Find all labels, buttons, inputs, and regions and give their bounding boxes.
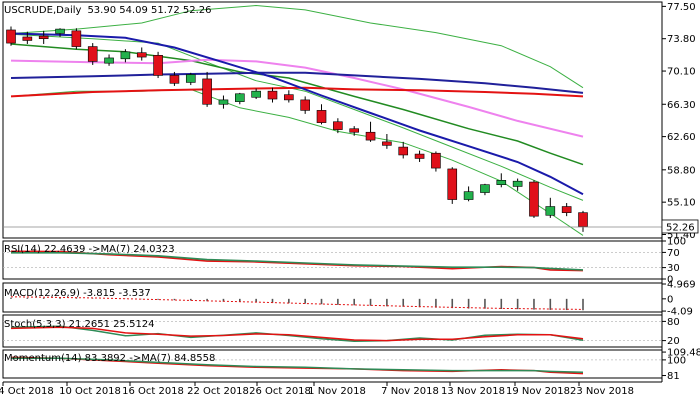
candle-up	[120, 51, 131, 60]
candle-down	[561, 206, 572, 213]
price-axis-tick-label: 77.50	[667, 2, 696, 13]
candle-up	[185, 74, 196, 83]
candle-down	[382, 141, 392, 146]
candle-up	[55, 28, 65, 34]
rsi-axis-tick-label: 0	[667, 275, 673, 286]
stoch-line-0	[10, 325, 584, 342]
price-overlay-line-3	[10, 43, 584, 166]
price-axis-tick-label: 73.80	[667, 34, 696, 45]
momentum-line-1	[11, 357, 584, 374]
candle-up	[496, 180, 507, 185]
candle-down	[365, 131, 376, 141]
stoch-axis-tick-label: 20	[667, 336, 680, 347]
candle-up	[104, 57, 114, 64]
candle-up	[218, 99, 229, 105]
candle-up	[545, 206, 556, 216]
x-axis-label: 26 Oct 2018	[249, 386, 311, 397]
candle-up	[463, 191, 474, 200]
momentum-title: Momentum(14) 83.3892 ->MA(7) 84.8558	[4, 353, 215, 364]
candle-down	[333, 121, 343, 130]
candle-down	[284, 94, 294, 101]
candle-down	[38, 35, 49, 40]
last-price-box	[661, 219, 699, 234]
candle-down	[447, 168, 458, 200]
rsi-axis-tick-label: 70	[667, 248, 680, 259]
candle-up	[512, 180, 523, 187]
x-axis-label: 13 Nov 2018	[441, 386, 505, 397]
price-axis-tick-label: 62.60	[667, 132, 696, 143]
price-title: USCRUDE,Daily 53.90 54.09 51.72 52.26	[4, 5, 212, 16]
candle-down	[349, 128, 360, 133]
x-axis-label: 7 Nov 2018	[381, 386, 439, 397]
ohlc-header: 53.90 54.09 51.72 52.26	[87, 5, 211, 16]
candle-down	[267, 90, 278, 100]
x-axis-label: 22 Oct 2018	[187, 386, 249, 397]
candle-down	[22, 36, 33, 41]
candle-down	[6, 29, 16, 44]
candle-down	[316, 110, 327, 123]
macd-axis-tick-label: 4.969	[667, 279, 696, 290]
candle-down	[398, 146, 409, 156]
x-axis-label: 16 Oct 2018	[122, 386, 184, 397]
price-axis-tick-label: 55.10	[667, 198, 696, 209]
macd-axis-tick-label: 0	[667, 294, 673, 305]
symbol-label: USCRUDE	[4, 5, 53, 16]
price-overlay-line-6	[10, 71, 584, 94]
price-overlay-line-4	[10, 58, 584, 138]
price-axis-tick-label: 70.10	[667, 67, 696, 78]
x-axis-label: 23 Nov 2018	[570, 386, 634, 397]
stoch-line-1	[10, 326, 584, 342]
price-overlay-line-5	[10, 86, 584, 98]
price-axis-tick-label: 66.30	[667, 100, 696, 111]
x-axis-label: 19 Nov 2018	[506, 386, 570, 397]
price-axis-tick-label: 58.80	[667, 165, 696, 176]
candle-down	[202, 78, 212, 105]
candle-up	[251, 90, 261, 98]
x-axis-label: 1 Nov 2018	[308, 386, 366, 397]
momentum-axis-tick-label: 109.4868	[667, 348, 700, 359]
timeframe-value: Daily	[56, 5, 81, 16]
candle-down	[153, 55, 163, 76]
macd-axis-tick-label: -4.09	[667, 307, 693, 318]
candle-up	[235, 93, 245, 102]
candle-down	[529, 181, 539, 217]
timeframe-label: ,	[53, 5, 56, 16]
rsi-axis-tick-label: 30	[667, 263, 680, 274]
candle-down	[87, 46, 98, 62]
price-overlay-line-1	[10, 88, 584, 236]
rsi-title: RSI(14) 22.4639 ->MA(7) 24.0323	[4, 244, 175, 255]
momentum-axis-tick-label: 100	[667, 355, 686, 366]
candle-down	[578, 212, 588, 227]
rsi-line-1	[11, 252, 584, 271]
stoch-axis-tick-label: 80	[667, 317, 680, 328]
stoch-title: Stoch(5,3,3) 21.2651 25.5124	[4, 319, 155, 330]
macd-signal-line	[10, 296, 584, 310]
candle-down	[169, 75, 180, 84]
candle-down	[71, 30, 82, 47]
candle-up	[480, 184, 490, 193]
candle-down	[431, 152, 441, 169]
macd-title: MACD(12,26,9) -3.815 -3.537	[4, 288, 151, 299]
rsi-axis-tick-label: 100	[667, 237, 686, 248]
x-axis-label: 4 Oct 2018	[0, 386, 54, 397]
x-axis-label: 10 Oct 2018	[59, 386, 121, 397]
price-overlay-line-7	[10, 32, 584, 196]
price-overlay-line-0	[10, 4, 584, 89]
momentum-axis-tick-label: 81	[667, 371, 680, 382]
candle-down	[136, 52, 147, 58]
candle-down	[414, 153, 425, 159]
price-axis-tick-label: 51.40	[667, 230, 696, 241]
last-price-label: 52.26	[666, 222, 695, 233]
candle-down	[300, 99, 310, 111]
